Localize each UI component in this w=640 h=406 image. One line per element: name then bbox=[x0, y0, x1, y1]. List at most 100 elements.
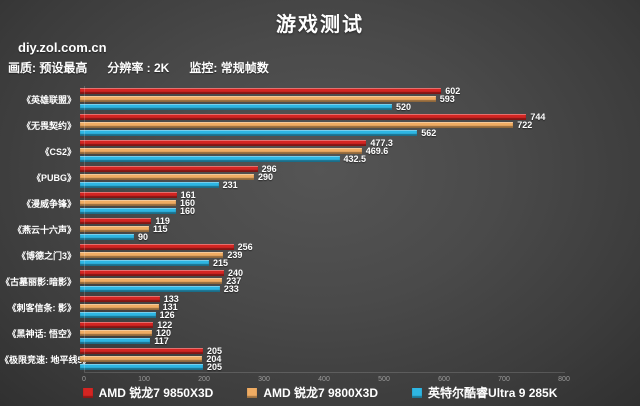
value-label: 205 bbox=[207, 361, 223, 372]
chart-row: 《漫威争锋》 161 160 160 bbox=[0, 190, 640, 216]
bar-line: 126 bbox=[80, 309, 179, 320]
bar bbox=[80, 322, 154, 328]
bar bbox=[80, 96, 436, 102]
value-label: 290 bbox=[258, 171, 274, 182]
value-label: 239 bbox=[227, 249, 243, 260]
bar-line: 115 bbox=[80, 224, 170, 233]
test-settings: 画质: 预设最高 分辨率 : 2K 监控: 常规帧数 bbox=[8, 59, 269, 76]
bar-line: 160 bbox=[80, 197, 196, 208]
bar bbox=[80, 208, 176, 214]
setting-resolution: 分辨率 : 2K bbox=[107, 61, 170, 75]
bar-line: 240 bbox=[80, 268, 243, 277]
bar bbox=[80, 244, 234, 250]
value-label: 126 bbox=[159, 309, 175, 320]
watermark-url: diy.zol.com.cn bbox=[18, 40, 107, 55]
category-label: 《英雄联盟》 bbox=[21, 94, 76, 105]
page-title: 游戏测试 bbox=[276, 14, 364, 36]
legend-label: 英特尔酷睿Ultra 9 285K bbox=[428, 386, 558, 400]
category-label: 《燕云十六声》 bbox=[12, 224, 76, 235]
category-label: 《极限竞速: 地平线5》 bbox=[0, 354, 92, 365]
bar bbox=[80, 296, 160, 302]
bar-group: 240 237 233 bbox=[80, 268, 243, 294]
legend: AMD 锐龙7 9850X3D AMD 锐龙7 9800X3D 英特尔酷睿Ult… bbox=[0, 384, 640, 401]
bar-line: 562 bbox=[80, 127, 545, 138]
bar-group: 205 204 205 bbox=[80, 345, 223, 372]
value-label: 122 bbox=[157, 319, 173, 330]
category-label: 《黑神话: 悟空》 bbox=[7, 328, 77, 339]
bar bbox=[80, 148, 362, 154]
bar-line: 231 bbox=[80, 180, 277, 189]
bar-line: 120 bbox=[80, 328, 172, 337]
chart-row: 《古墓丽影:暗影》 240 237 233 bbox=[0, 268, 640, 294]
bar-group: 256 239 215 bbox=[80, 242, 253, 268]
bar bbox=[80, 104, 392, 110]
x-tick-label: 700 bbox=[498, 376, 510, 383]
value-label: 469.6 bbox=[365, 145, 389, 156]
category-label: 《PUBG》 bbox=[31, 172, 76, 183]
bar bbox=[80, 114, 527, 120]
setting-quality: 画质: 预设最高 bbox=[8, 61, 88, 75]
value-label: 205 bbox=[207, 345, 223, 356]
bar bbox=[80, 304, 159, 310]
bar-line: 239 bbox=[80, 249, 253, 260]
bar bbox=[80, 330, 152, 336]
bar-line: 722 bbox=[80, 119, 545, 130]
bar-group: 477.3 469.6 432.5 bbox=[80, 137, 393, 164]
value-label: 90 bbox=[138, 231, 149, 242]
bar-line: 133 bbox=[80, 293, 179, 304]
bar bbox=[80, 200, 176, 206]
bar bbox=[80, 356, 203, 362]
bar-group: 296 290 231 bbox=[80, 164, 277, 189]
value-label: 204 bbox=[206, 353, 222, 364]
bar bbox=[80, 348, 203, 354]
legend-item-intel-285k: 英特尔酷睿Ultra 9 285K bbox=[412, 384, 557, 401]
bar-chart: 《英雄联盟》 602 593 520 《无畏契约》 744 722 562 《CS2》 … bbox=[0, 86, 640, 386]
bar bbox=[80, 88, 442, 94]
value-label: 161 bbox=[180, 189, 196, 200]
bar bbox=[80, 218, 152, 224]
bar bbox=[80, 338, 151, 344]
bar-group: 122 120 117 bbox=[80, 319, 173, 345]
bar-line: 205 bbox=[80, 361, 223, 372]
x-tick-label: 200 bbox=[198, 376, 210, 383]
bar bbox=[80, 174, 254, 180]
bar bbox=[80, 182, 219, 188]
legend-swatch-orange bbox=[247, 387, 258, 398]
category-label: 《古墓丽影:暗影》 bbox=[1, 276, 76, 287]
bar-line: 744 bbox=[80, 111, 546, 122]
bar-line: 469.6 bbox=[80, 145, 393, 156]
value-label: 133 bbox=[163, 293, 179, 304]
bar-line: 90 bbox=[80, 231, 170, 242]
value-label: 562 bbox=[421, 127, 437, 138]
setting-monitor: 监控: 常规帧数 bbox=[189, 61, 269, 75]
legend-swatch-blue bbox=[412, 387, 423, 398]
bar bbox=[80, 278, 223, 284]
value-label: 160 bbox=[180, 197, 196, 208]
value-label: 722 bbox=[517, 119, 533, 130]
value-label: 432.5 bbox=[343, 153, 367, 164]
value-label: 520 bbox=[396, 101, 412, 112]
bar-group: 602 593 520 bbox=[80, 86, 460, 112]
bar bbox=[80, 364, 203, 370]
chart-row: 《燕云十六声》 119 115 90 bbox=[0, 216, 640, 242]
value-label: 215 bbox=[213, 257, 229, 268]
x-tick-label: 0 bbox=[82, 376, 86, 383]
bar-line: 477.3 bbox=[80, 137, 393, 148]
bar-line: 119 bbox=[80, 215, 170, 226]
chart-row: 《PUBG》 296 290 231 bbox=[0, 164, 640, 190]
legend-swatch-red bbox=[82, 387, 93, 398]
value-label: 119 bbox=[155, 215, 170, 226]
bar-line: 432.5 bbox=[80, 153, 393, 164]
chart-row: 《极限竞速: 地平线5》 205 204 205 bbox=[0, 346, 640, 372]
value-label: 233 bbox=[223, 283, 239, 294]
bar-line: 122 bbox=[80, 319, 173, 330]
value-label: 477.3 bbox=[370, 137, 393, 148]
value-label: 593 bbox=[439, 93, 455, 104]
value-label: 744 bbox=[530, 111, 546, 122]
x-tick-label: 600 bbox=[438, 376, 450, 383]
bar bbox=[80, 270, 224, 276]
category-label: 《漫威争锋》 bbox=[21, 198, 76, 209]
bar bbox=[80, 226, 149, 232]
bar bbox=[80, 234, 134, 240]
